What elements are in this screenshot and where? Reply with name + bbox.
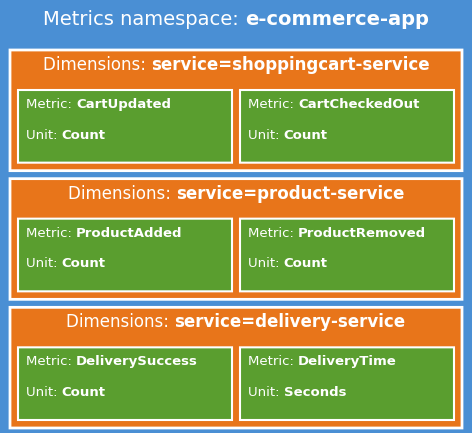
Text: Unit:: Unit: bbox=[26, 257, 62, 270]
Text: Unit:: Unit: bbox=[26, 386, 62, 399]
Text: Unit:: Unit: bbox=[248, 386, 284, 399]
Text: DeliverySuccess: DeliverySuccess bbox=[76, 355, 198, 368]
FancyBboxPatch shape bbox=[18, 347, 232, 420]
Text: Dimensions:: Dimensions: bbox=[42, 56, 151, 74]
Text: CartUpdated: CartUpdated bbox=[76, 98, 171, 111]
Text: Count: Count bbox=[62, 257, 106, 270]
Text: Count: Count bbox=[284, 129, 328, 142]
Text: Dimensions:: Dimensions: bbox=[67, 184, 176, 203]
FancyBboxPatch shape bbox=[18, 90, 232, 163]
Text: Metric:: Metric: bbox=[26, 226, 76, 240]
Text: Metric:: Metric: bbox=[248, 355, 298, 368]
Text: Metric:: Metric: bbox=[26, 355, 76, 368]
Text: Count: Count bbox=[284, 257, 328, 270]
Text: service=delivery-service: service=delivery-service bbox=[175, 313, 406, 331]
Text: Metric:: Metric: bbox=[248, 98, 298, 111]
Text: Dimensions:: Dimensions: bbox=[66, 313, 175, 331]
Text: Unit:: Unit: bbox=[248, 129, 284, 142]
FancyBboxPatch shape bbox=[10, 50, 462, 171]
FancyBboxPatch shape bbox=[240, 90, 454, 163]
Text: Metric:: Metric: bbox=[248, 226, 298, 240]
Text: Seconds: Seconds bbox=[284, 386, 346, 399]
FancyBboxPatch shape bbox=[18, 219, 232, 291]
FancyBboxPatch shape bbox=[10, 307, 462, 428]
Text: Count: Count bbox=[62, 129, 106, 142]
Text: service=product-service: service=product-service bbox=[176, 184, 405, 203]
Text: Unit:: Unit: bbox=[248, 257, 284, 270]
FancyBboxPatch shape bbox=[240, 347, 454, 420]
Text: Unit:: Unit: bbox=[26, 129, 62, 142]
Text: ProductRemoved: ProductRemoved bbox=[298, 226, 426, 240]
Text: ProductAdded: ProductAdded bbox=[76, 226, 183, 240]
Text: DeliveryTime: DeliveryTime bbox=[298, 355, 397, 368]
Text: Metric:: Metric: bbox=[26, 98, 76, 111]
Text: e-commerce-app: e-commerce-app bbox=[245, 10, 429, 29]
Text: Count: Count bbox=[62, 386, 106, 399]
Text: service=shoppingcart-service: service=shoppingcart-service bbox=[151, 56, 430, 74]
Text: Metrics namespace:: Metrics namespace: bbox=[43, 10, 245, 29]
Text: CartCheckedOut: CartCheckedOut bbox=[298, 98, 420, 111]
FancyBboxPatch shape bbox=[10, 179, 462, 299]
FancyBboxPatch shape bbox=[240, 219, 454, 291]
